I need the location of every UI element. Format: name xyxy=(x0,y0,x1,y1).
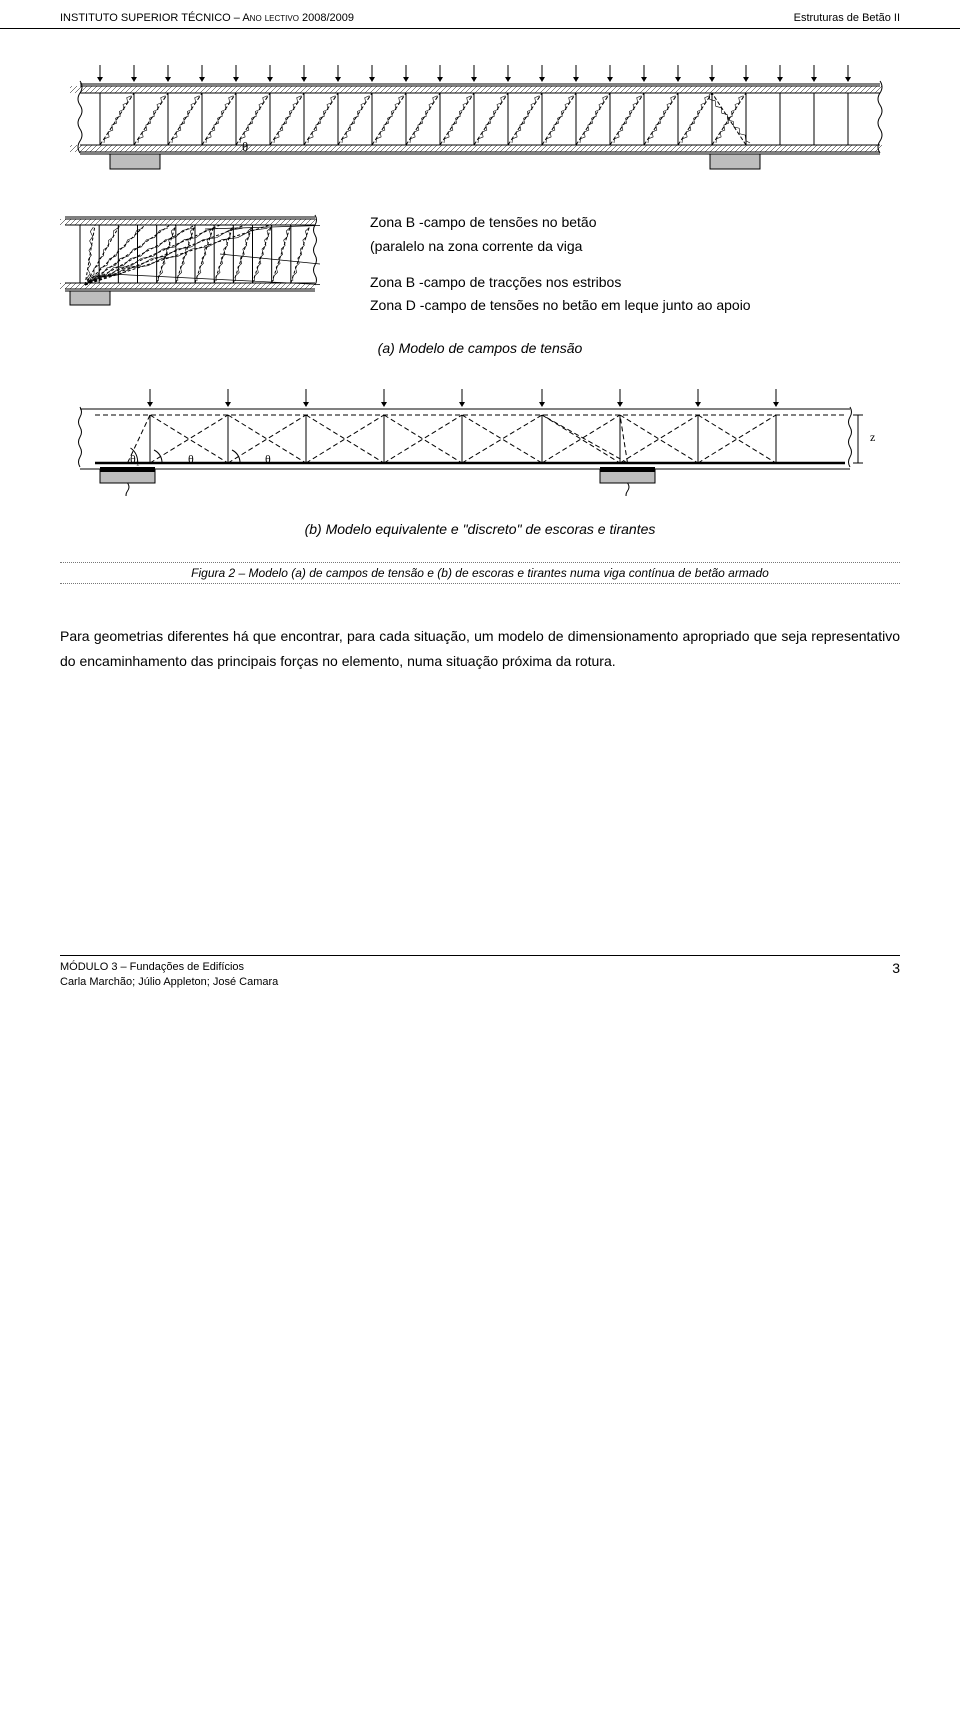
page-number: 3 xyxy=(892,960,900,991)
header-right: Estruturas de Betão II xyxy=(794,12,900,24)
svg-text:θ₁: θ₁ xyxy=(130,452,140,466)
figure-2-container xyxy=(60,199,320,324)
page-footer: MÓDULO 3 – Fundações de Edifícios Carla … xyxy=(60,955,900,991)
footer-authors: Carla Marchão; Júlio Appleton; José Cama… xyxy=(60,975,278,990)
page-header: INSTITUTO SUPERIOR TÉCNICO – Ano lectivo… xyxy=(0,0,960,29)
label-zone-d: Zona D -campo de tensões no betão em leq… xyxy=(370,294,751,318)
caption-model-b: (b) Modelo equivalente e "discreto" de e… xyxy=(60,521,900,537)
svg-text:θ: θ xyxy=(242,139,248,154)
strut-tie-model-diagram: θ₁ θ θ z xyxy=(70,381,890,496)
footer-module: MÓDULO 3 – Fundações de Edifícios xyxy=(60,960,278,975)
figure-1-container: θ xyxy=(0,59,960,179)
beam-detail-fan-diagram xyxy=(60,199,320,319)
svg-text:θ: θ xyxy=(265,452,271,466)
beam-stress-field-diagram: θ xyxy=(70,59,890,174)
figure-3-container: θ₁ θ θ z xyxy=(0,381,960,501)
figure-2-caption: Figura 2 – Modelo (a) de campos de tensã… xyxy=(60,562,900,584)
label-zone-b-tension: Zona B -campo de tensões no betão xyxy=(370,211,751,235)
svg-text:θ: θ xyxy=(188,452,194,466)
svg-text:z: z xyxy=(870,430,875,444)
label-zone-b-traction: Zona B -campo de tracções nos estribos xyxy=(370,271,751,295)
header-left: INSTITUTO SUPERIOR TÉCNICO – Ano lectivo… xyxy=(60,12,354,24)
caption-model-a: (a) Modelo de campos de tensão xyxy=(60,340,900,356)
body-paragraph: Para geometrias diferentes há que encont… xyxy=(60,624,900,674)
label-zone-b-tension-sub: (paralelo na zona corrente da viga xyxy=(370,235,751,259)
